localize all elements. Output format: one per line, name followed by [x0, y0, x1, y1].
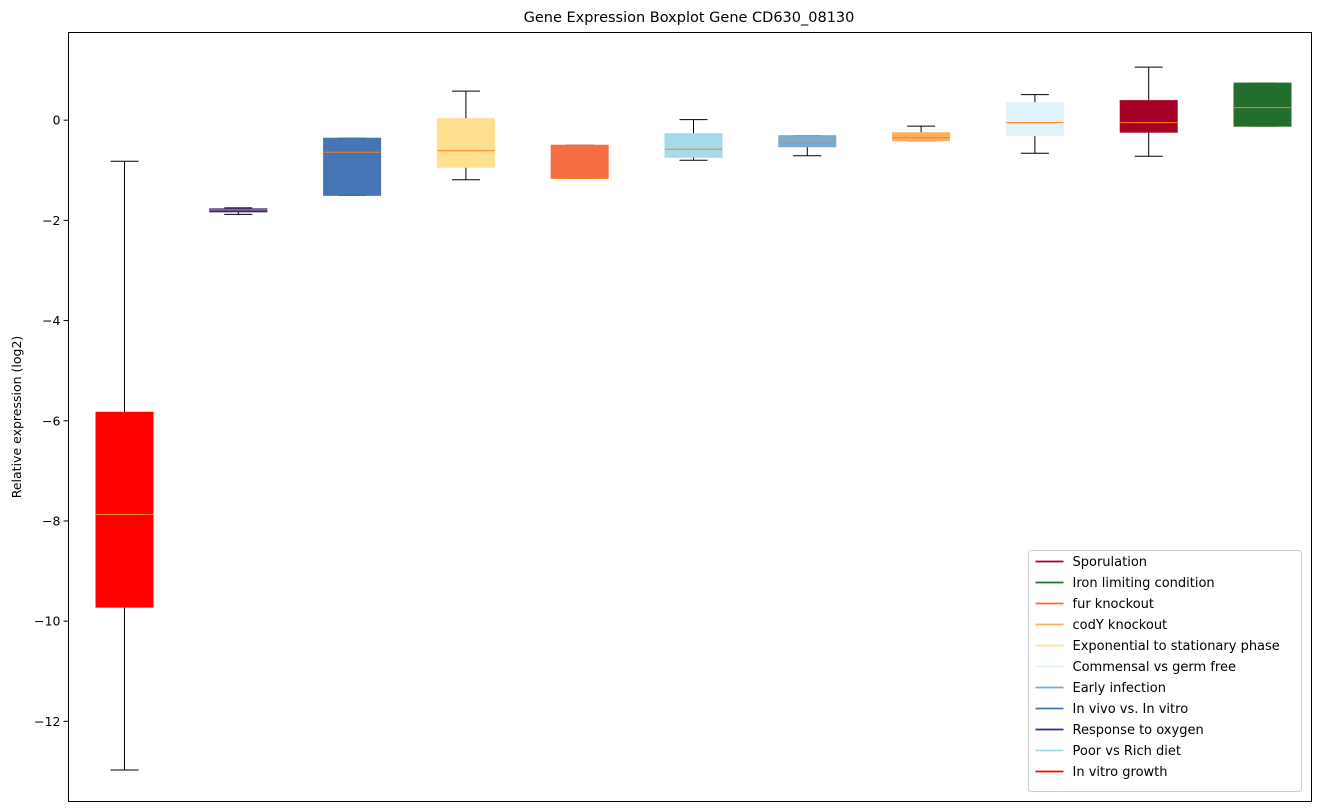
y-tick-label: −8 [42, 513, 60, 528]
y-tick-label: −6 [42, 413, 60, 428]
plot-area [95, 66, 1292, 771]
box-group [323, 137, 382, 196]
legend-label: Early infection [1073, 681, 1166, 696]
y-axis: −12 −10 −8 −6 −4 −2 0 [34, 113, 69, 729]
legend-label: fur knockout [1073, 597, 1155, 612]
box-iqr [664, 133, 723, 158]
legend-label: In vitro growth [1073, 765, 1168, 780]
box-iqr [892, 132, 951, 142]
box-group [1119, 66, 1178, 157]
legend-item: Exponential to stationary phase [1035, 639, 1280, 654]
box-iqr [1005, 102, 1064, 137]
box-iqr [1119, 100, 1178, 133]
box-iqr [323, 137, 382, 196]
box-iqr [550, 144, 609, 179]
legend-item: codY knockout [1035, 618, 1168, 633]
legend-label: Response to oxygen [1073, 723, 1204, 738]
legend-label: codY knockout [1073, 618, 1168, 633]
box-iqr [1233, 82, 1292, 127]
legend-item: In vitro growth [1035, 765, 1168, 780]
box-group [1005, 94, 1064, 154]
legend-label: Poor vs Rich diet [1073, 744, 1181, 759]
box-iqr [778, 135, 837, 148]
box-group [892, 125, 951, 142]
legend-label: Iron limiting condition [1073, 576, 1215, 591]
box-group [436, 90, 495, 181]
box-group [95, 160, 154, 771]
box-iqr [436, 118, 495, 168]
legend-item: Response to oxygen [1035, 723, 1204, 738]
box-group [664, 119, 723, 161]
legend-item: Poor vs Rich diet [1035, 744, 1181, 759]
box-group [209, 207, 268, 215]
legend-box [1028, 550, 1302, 792]
box-iqr [209, 208, 268, 213]
legend-item: Iron limiting condition [1035, 576, 1215, 591]
legend-item: Commensal vs germ free [1035, 660, 1236, 675]
box-iqr [95, 411, 154, 608]
box-group [550, 144, 609, 179]
y-tick-label: −10 [34, 614, 60, 629]
plot-frame [68, 32, 1312, 802]
y-tick-label: −4 [42, 313, 60, 328]
box-group [778, 135, 837, 157]
y-tick-label: −2 [42, 213, 60, 228]
legend-label: Exponential to stationary phase [1073, 639, 1280, 654]
legend: Sporulation Iron limiting condition fur kn… [1028, 550, 1302, 792]
y-tick-label: −12 [34, 714, 60, 729]
legend-label: Commensal vs germ free [1073, 660, 1236, 675]
chart-title: Gene Expression Boxplot Gene CD630_08130 [524, 10, 855, 26]
legend-item: Sporulation [1035, 555, 1148, 570]
y-axis-label: Relative expression (log2) [9, 336, 24, 499]
legend-item: In vivo vs. In vitro [1035, 702, 1189, 717]
y-tick-label: 0 [53, 113, 61, 128]
legend-label: Sporulation [1073, 555, 1148, 570]
legend-item: fur knockout [1035, 597, 1155, 612]
legend-label: In vivo vs. In vitro [1073, 702, 1189, 717]
legend-item: Early infection [1035, 681, 1166, 696]
box-group [1233, 82, 1292, 127]
